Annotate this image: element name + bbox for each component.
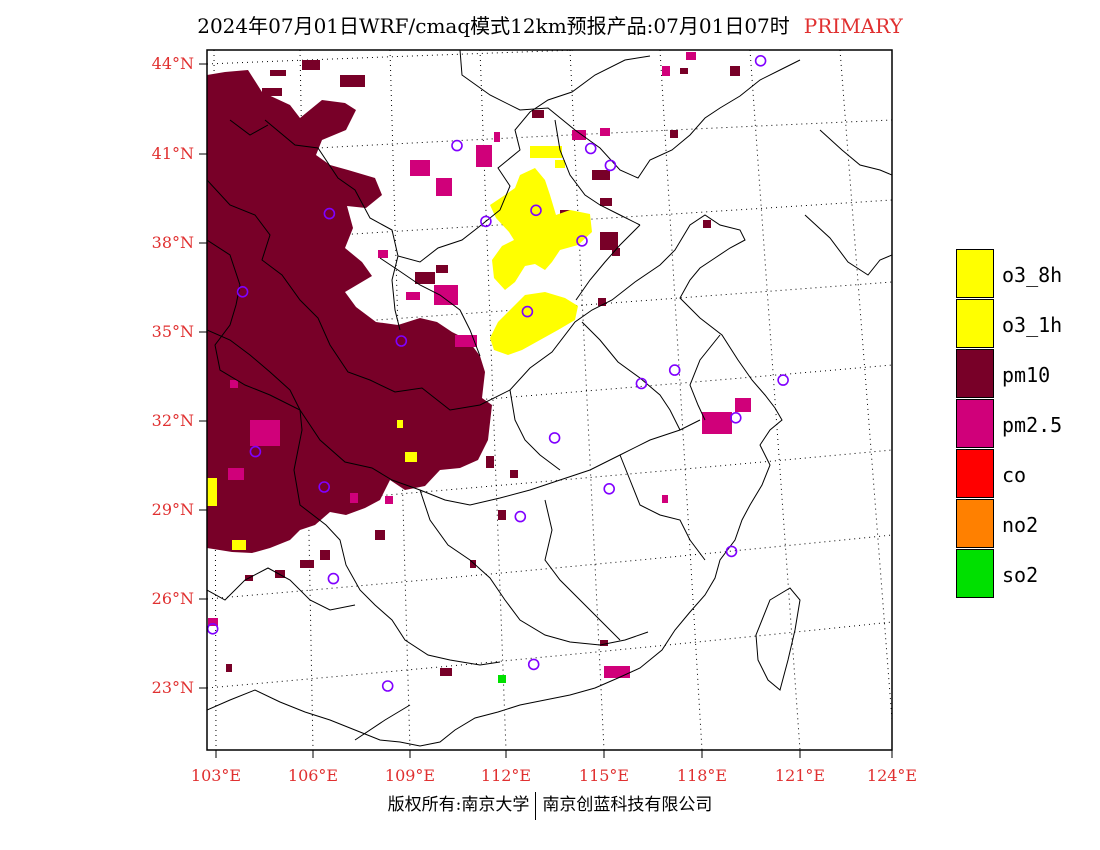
lat-label-23: 23°N [151, 678, 194, 697]
legend-label: no2 [1002, 513, 1039, 537]
legend-swatch [956, 449, 994, 498]
lat-label-41: 41°N [151, 144, 194, 163]
legend: o3_8h o3_1h pm10 pm2.5 co no2 so2 [956, 249, 1096, 599]
boundaries [207, 50, 892, 747]
legend-swatch [956, 549, 994, 598]
legend-label: o3_8h [1002, 263, 1063, 287]
legend-label: o3_1h [1002, 313, 1063, 337]
lat-label-29: 29°N [151, 500, 194, 519]
station-marker [603, 482, 616, 495]
legend-item-no2: no2 [956, 499, 1096, 549]
legend-label: co [1002, 463, 1027, 487]
lon-label-115: 115°E [578, 766, 630, 785]
pm10-region [207, 60, 740, 676]
pm25-region [208, 52, 751, 678]
station-marker [381, 680, 394, 692]
legend-item-o3-8h: o3_8h [956, 249, 1096, 299]
so2-marker [498, 675, 506, 683]
legend-item-co: co [956, 449, 1096, 499]
station-marker [729, 411, 742, 424]
station-marker [236, 285, 249, 298]
lat-label-26: 26°N [151, 589, 194, 608]
legend-swatch [956, 399, 994, 448]
title-text: 2024年07月01日WRF/cmaq模式12km预报产品:07月01日07时 [197, 14, 790, 38]
lon-label-103: 103°E [190, 766, 242, 785]
lat-label-35: 35°N [151, 322, 194, 341]
station-marker [604, 159, 617, 172]
legend-item-o3-1h: o3_1h [956, 299, 1096, 349]
station-marker [584, 142, 597, 155]
page-title: 2024年07月01日WRF/cmaq模式12km预报产品:07月01日07时 P… [0, 10, 1100, 39]
lon-label-106: 106°E [287, 766, 339, 785]
legend-label: pm2.5 [1002, 413, 1063, 437]
station-marker [576, 235, 588, 247]
legend-item-pm25: pm2.5 [956, 399, 1096, 449]
lat-label-44: 44°N [151, 54, 194, 73]
lon-label-124: 124°E [866, 766, 918, 785]
legend-swatch [956, 349, 994, 398]
primary-tag: PRIMARY [803, 14, 903, 38]
legend-label: pm10 [1002, 363, 1051, 387]
copyright-footer: 版权所有:南京大学 南京创蓝科技有限公司 [0, 790, 1100, 820]
station-marker [668, 364, 681, 376]
station-marker [249, 445, 262, 458]
axis-ticks [199, 63, 893, 758]
station-marker [725, 545, 738, 558]
lon-label-121: 121°E [774, 766, 826, 785]
lat-label-32: 32°N [151, 411, 194, 430]
station-marker [548, 432, 561, 444]
station-marker [530, 204, 542, 217]
plot-frame [206, 49, 893, 751]
station-marker [514, 510, 527, 523]
legend-swatch [956, 299, 994, 348]
legend-item-so2: so2 [956, 549, 1096, 599]
copyright-right: 南京创蓝科技有限公司 [542, 795, 713, 815]
station-marker [395, 335, 408, 347]
station-markers [206, 54, 789, 692]
station-marker [327, 572, 340, 585]
station-marker [521, 305, 534, 318]
lon-label-118: 118°E [676, 766, 728, 785]
o3-region [207, 146, 592, 550]
station-marker [777, 374, 789, 386]
station-marker [451, 139, 463, 152]
lon-label-112: 112°E [480, 766, 532, 785]
station-marker [527, 658, 540, 671]
station-marker [318, 481, 331, 493]
lon-label-109: 109°E [384, 766, 436, 785]
station-marker [754, 54, 767, 67]
copyright-left: 版权所有:南京大学 [387, 795, 530, 815]
station-marker [323, 207, 336, 220]
legend-swatch [956, 249, 994, 298]
legend-item-pm10: pm10 [956, 349, 1096, 399]
legend-swatch [956, 499, 994, 548]
station-marker [635, 377, 648, 390]
station-marker [480, 215, 492, 228]
copyright-separator [535, 791, 537, 820]
legend-label: so2 [1002, 563, 1039, 587]
lat-label-38: 38°N [151, 233, 194, 252]
